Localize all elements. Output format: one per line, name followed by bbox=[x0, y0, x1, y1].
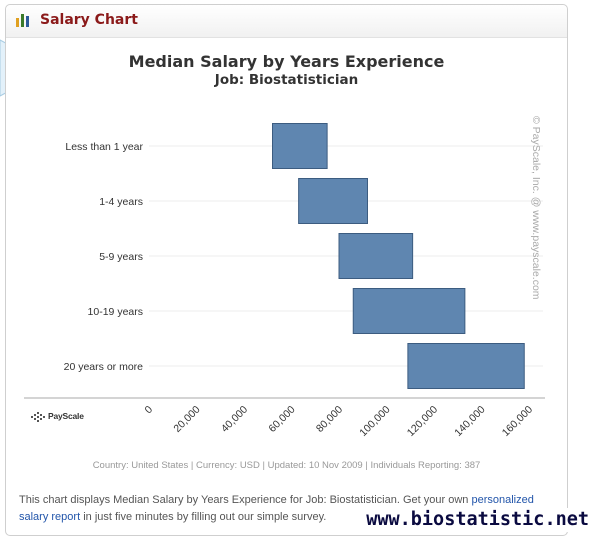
personalized-salary-report-link[interactable]: personalized salary report bbox=[19, 494, 534, 523]
salary-range-bar bbox=[352, 288, 466, 334]
description-text-after: in just five minutes by filling out our … bbox=[80, 511, 327, 523]
salary-range-bar bbox=[298, 178, 368, 224]
x-tick-label: 100,000 bbox=[357, 404, 392, 439]
category-label: Less than 1 year bbox=[65, 141, 143, 153]
chart-footer-info: Country: United States | Currency: USD |… bbox=[92, 460, 481, 471]
salary-range-chart: Less than 1 year 1-4 years 5-9 years 10-19 … bbox=[24, 123, 545, 439]
payscale-logo-text: PayScale bbox=[48, 411, 84, 421]
payscale-watermark: © PayScale, Inc. @ www.payscale.com bbox=[530, 116, 542, 300]
salary-range-bar bbox=[338, 233, 414, 279]
chart-subtitle: Job: Biostatistician bbox=[214, 72, 359, 88]
payscale-logo: PayScale bbox=[31, 410, 101, 426]
x-tick-label: 160,000 bbox=[500, 404, 535, 439]
x-tick-label: 80,000 bbox=[314, 404, 345, 435]
watermark-text: © PayScale, Inc. @ www.payscale.com bbox=[530, 116, 542, 300]
bar-chart-icon bbox=[16, 14, 29, 27]
widget-header: Salary Chart bbox=[6, 5, 567, 38]
category-label: 20 years or more bbox=[64, 361, 144, 373]
x-tick-label: 120,000 bbox=[405, 404, 440, 439]
payscale-logo-icon bbox=[31, 412, 45, 422]
salary-chart-widget: Salary Chart Median Salary by Years Expe… bbox=[5, 4, 568, 536]
x-tick-label: 140,000 bbox=[452, 404, 487, 439]
x-tick-label: 20,000 bbox=[171, 404, 202, 435]
x-tick-label: 40,000 bbox=[219, 404, 250, 435]
site-url-watermark: www.biostatistic.net bbox=[349, 508, 589, 532]
salary-range-bar bbox=[407, 343, 525, 389]
category-label: 10-19 years bbox=[88, 306, 143, 318]
x-tick-label: 60,000 bbox=[266, 404, 297, 435]
description-text: This chart displays Median Salary by Yea… bbox=[19, 494, 472, 506]
widget-title: Salary Chart bbox=[40, 12, 138, 28]
category-label: 5-9 years bbox=[99, 251, 143, 263]
x-tick-label: 0 bbox=[143, 404, 156, 417]
salary-range-bar bbox=[272, 123, 328, 169]
chart-description: This chart displays Median Salary by Yea… bbox=[19, 492, 559, 526]
category-label: 1-4 years bbox=[99, 196, 143, 208]
chart-title: Median Salary by Years Experience bbox=[128, 52, 445, 71]
